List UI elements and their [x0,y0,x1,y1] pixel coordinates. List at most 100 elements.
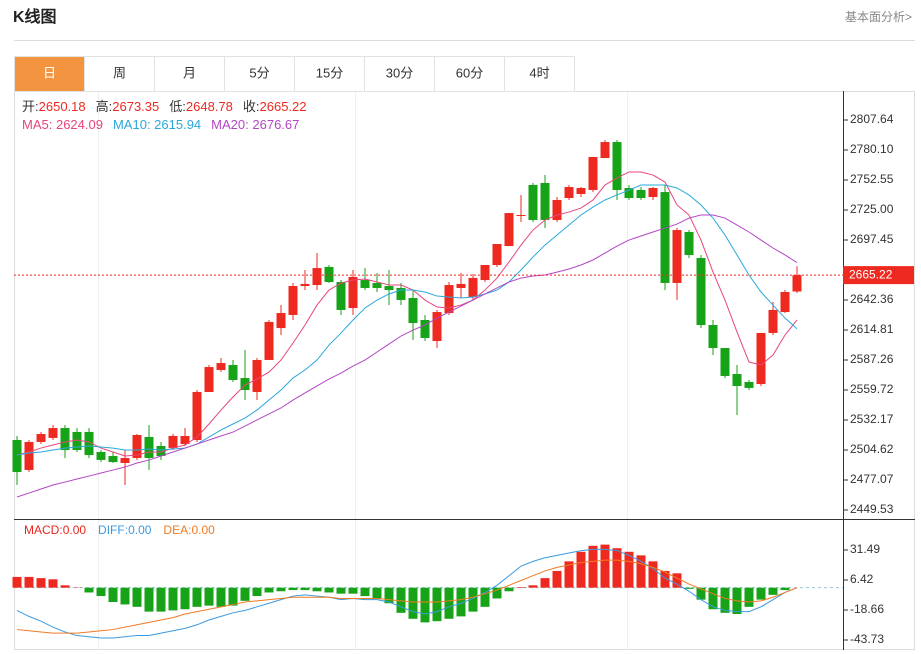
candle-body [408,297,418,324]
y-tick-label: 2725.00 [850,202,894,216]
candle-body [36,434,46,442]
legend-separator: : [59,523,62,537]
macd-bar [456,587,466,617]
macd-bar [516,587,526,588]
ohlc-label: 低: [169,99,186,114]
candle-body [204,367,214,392]
candle-body [468,277,478,298]
macd-bar [120,587,130,605]
y-tick-label: 2642.36 [850,292,894,306]
period-tab[interactable]: 月 [154,56,225,92]
candle-body [168,435,178,448]
macd-bar [624,551,634,588]
period-tab[interactable]: 5分 [224,56,295,92]
candle-body [360,280,370,288]
y-tick-label: -18.66 [850,602,884,616]
macd-bar [576,551,586,588]
legend-name: DEA [163,523,188,537]
y-tick-label: 2697.45 [850,232,894,246]
period-tab[interactable]: 4时 [504,56,575,92]
macd-bar [60,585,70,588]
candle-body [672,230,682,283]
macd-bar [228,587,238,606]
candle-body [504,213,514,247]
macd-bar [180,587,190,610]
macd-bar [420,587,430,623]
macd-bar [84,587,94,593]
macd-bar [240,587,250,601]
period-tab[interactable]: 周 [84,56,155,92]
candle-body [636,189,646,199]
tab-label: 15分 [316,65,343,80]
macd-bar [252,587,262,597]
candle-body [132,435,142,458]
candle-body [732,374,742,386]
macd-legend: MACD:0.00 DIFF:0.00 DEA:0.00 [24,523,215,537]
macd-bar [108,587,118,603]
macd-bar [132,587,142,607]
candle-body [396,287,406,300]
candle-body [180,435,190,445]
candle-body [348,276,358,309]
tab-box [14,56,85,92]
candle-body [252,359,262,392]
macd-bar [768,587,778,595]
macd-bar [504,587,514,592]
candle-body [84,431,94,456]
period-tab[interactable]: 30分 [364,56,435,92]
candle-body [192,391,202,441]
y-tick-label: 2504.62 [850,442,894,456]
macd-bar [540,578,550,588]
legend-separator: : [125,523,128,537]
indicator-line [16,214,798,498]
macd-bar [672,573,682,588]
ohlc-value: 2665.22 [260,99,307,114]
candle-body [576,188,586,194]
candle-body [780,292,790,313]
y-tick-label: 2614.81 [850,322,894,336]
candle-body [420,319,430,338]
legend-separator: : [49,117,56,132]
candle-body [144,436,154,458]
candle-body [600,142,610,159]
candle-body [60,428,70,451]
ohlc-value: 2650.18 [39,99,86,114]
macd-bar [756,587,766,600]
macd-bar [48,579,58,588]
period-tab[interactable]: 日 [14,56,85,92]
legend-name: MA20 [211,117,245,132]
macd-bar [396,587,406,613]
y-tick-label: 31.49 [850,542,880,556]
candle-body [72,431,82,451]
ohlc-value: 2673.35 [112,99,159,114]
fundamental-link[interactable]: 基本面分析> [845,10,912,24]
candle-body [588,156,598,190]
candle-body [96,451,106,460]
candle-body [708,325,718,348]
candle-body [684,232,694,255]
chart-frame [14,91,915,650]
candle-body [648,188,658,198]
macd-bar [552,570,562,588]
period-tab[interactable]: 60分 [434,56,505,92]
candle-body [480,264,490,281]
candle-body [444,285,454,314]
candle-body [792,275,802,292]
candle-body [756,332,766,385]
macd-bar [360,587,370,597]
macd-bar [348,587,358,594]
tab-box [504,56,575,92]
legend-value: 0.00 [128,523,152,537]
period-tab[interactable]: 15分 [294,56,365,92]
macd-bar [24,576,34,588]
legend-value: 0.00 [191,523,215,537]
macd-bar [708,587,718,610]
tab-box [434,56,505,92]
macd-bar [636,555,646,588]
legend-value: 2624.09 [56,117,103,132]
legend-name: MA5 [22,117,49,132]
candle-body [12,440,22,473]
macd-bar [600,544,610,588]
y-tick-label: -43.73 [850,632,884,646]
